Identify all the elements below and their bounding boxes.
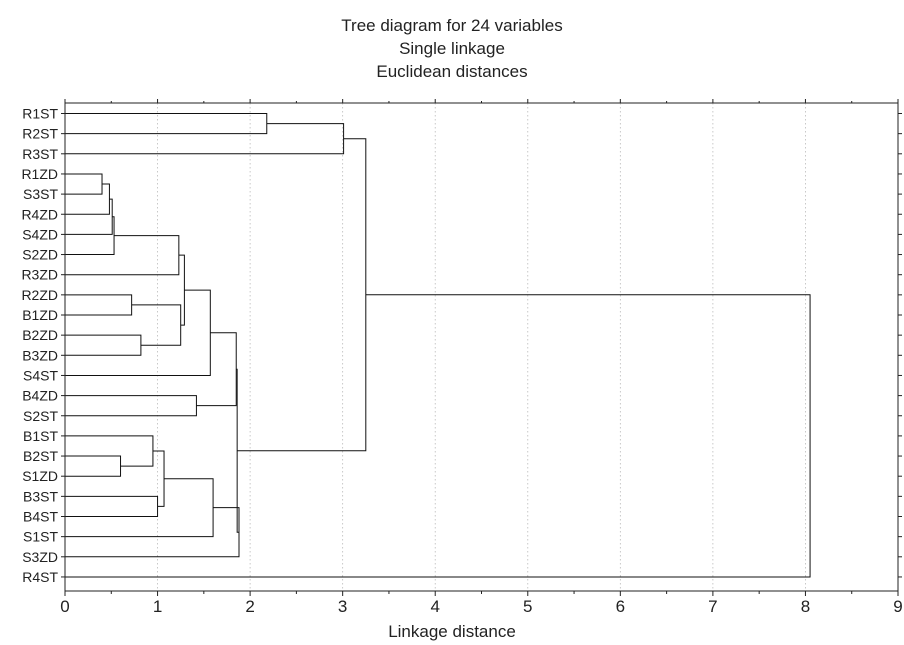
x-tick-label: 8 xyxy=(801,597,810,616)
leaf-label-r1zd: R1ZD xyxy=(21,166,58,182)
link-b3st-b4st xyxy=(65,495,159,517)
link-r2zd-b1zd xyxy=(65,294,133,316)
leaf-label-r4st: R4ST xyxy=(22,569,58,585)
x-tick-label: 7 xyxy=(708,597,717,616)
leaf-label-r2st: R2ST xyxy=(22,126,58,142)
leaf-label-b2zd: B2ZD xyxy=(22,327,58,343)
x-tick-label: 3 xyxy=(338,597,347,616)
x-tick-labels: 0 1 2 3 4 5 6 7 8 9 xyxy=(60,597,902,616)
leaf-labels: R1ST R2ST R3ST R1ZD S3ST R4ZD S4ZD S2ZD R3ZD R2ZD… xyxy=(21,106,58,585)
x-tick-label: 5 xyxy=(523,597,532,616)
x-tick-label: 1 xyxy=(153,597,162,616)
leaf-label-r1st: R1ST xyxy=(22,106,58,122)
leaf-label-s2st: S2ST xyxy=(23,408,58,424)
x-tick-label: 6 xyxy=(616,597,625,616)
link-r-mixed xyxy=(237,138,367,452)
leaf-label-b1zd: B1ZD xyxy=(22,307,58,323)
x-tick-label: 2 xyxy=(245,597,254,616)
leaf-label-s4st: S4ST xyxy=(23,367,58,383)
plot-frame xyxy=(64,102,899,592)
link-upper-group xyxy=(196,332,237,407)
link-r4zd xyxy=(65,183,110,215)
x-tick-label: 4 xyxy=(430,597,439,616)
dendrogram-links xyxy=(65,113,811,578)
link-s1st xyxy=(65,478,214,538)
link-s4zd xyxy=(65,198,113,235)
link-s4st xyxy=(65,289,211,376)
x-tick-label: 0 xyxy=(60,597,69,616)
leaf-label-s4zd: S4ZD xyxy=(22,226,58,242)
chart-subtitle-distance: Euclidean distances xyxy=(376,62,528,81)
leaf-label-b3zd: B3ZD xyxy=(22,347,58,363)
leaf-label-b4zd: B4ZD xyxy=(22,388,58,404)
link-root-r4st xyxy=(65,294,811,578)
leaf-label-s1st: S1ST xyxy=(23,529,58,545)
link-mixed-group xyxy=(236,368,240,533)
x-tick-label: 9 xyxy=(893,597,902,616)
chart-title: Tree diagram for 24 variables xyxy=(341,16,563,35)
axis-ticks xyxy=(61,99,902,596)
leaf-label-b4st: B4ST xyxy=(23,509,58,525)
leaf-label-r3zd: R3ZD xyxy=(21,267,58,283)
leaf-label-s2zd: S2ZD xyxy=(22,247,58,263)
leaf-label-s1zd: S1ZD xyxy=(22,468,58,484)
link-zd-b-group xyxy=(131,304,182,346)
chart-subtitle-linkage: Single linkage xyxy=(399,39,505,58)
link-zd-group xyxy=(178,254,185,326)
leaf-label-b3st: B3ST xyxy=(23,488,58,504)
link-r3zd xyxy=(65,235,180,276)
leaf-label-s3zd: S3ZD xyxy=(22,549,58,565)
link-r1st-r2st xyxy=(65,113,268,135)
link-b4zd-s2st xyxy=(65,395,197,417)
grid-lines xyxy=(157,103,806,591)
link-s2zd xyxy=(65,216,115,256)
link-b1st xyxy=(65,435,154,467)
link-b2st-s1zd xyxy=(65,455,122,477)
leaf-label-b2st: B2ST xyxy=(23,448,58,464)
link-b2zd-b3zd xyxy=(65,334,142,356)
leaf-label-b1st: B1ST xyxy=(23,428,58,444)
leaf-label-r4zd: R4ZD xyxy=(21,206,58,222)
x-axis-label: Linkage distance xyxy=(388,622,516,641)
leaf-label-r3st: R3ST xyxy=(22,146,58,162)
leaf-label-r2zd: R2ZD xyxy=(21,287,58,303)
link-b-group xyxy=(152,450,165,507)
link-r1zd-s3st xyxy=(65,173,103,195)
leaf-label-s3st: S3ST xyxy=(23,186,58,202)
link-r-group xyxy=(65,123,345,155)
